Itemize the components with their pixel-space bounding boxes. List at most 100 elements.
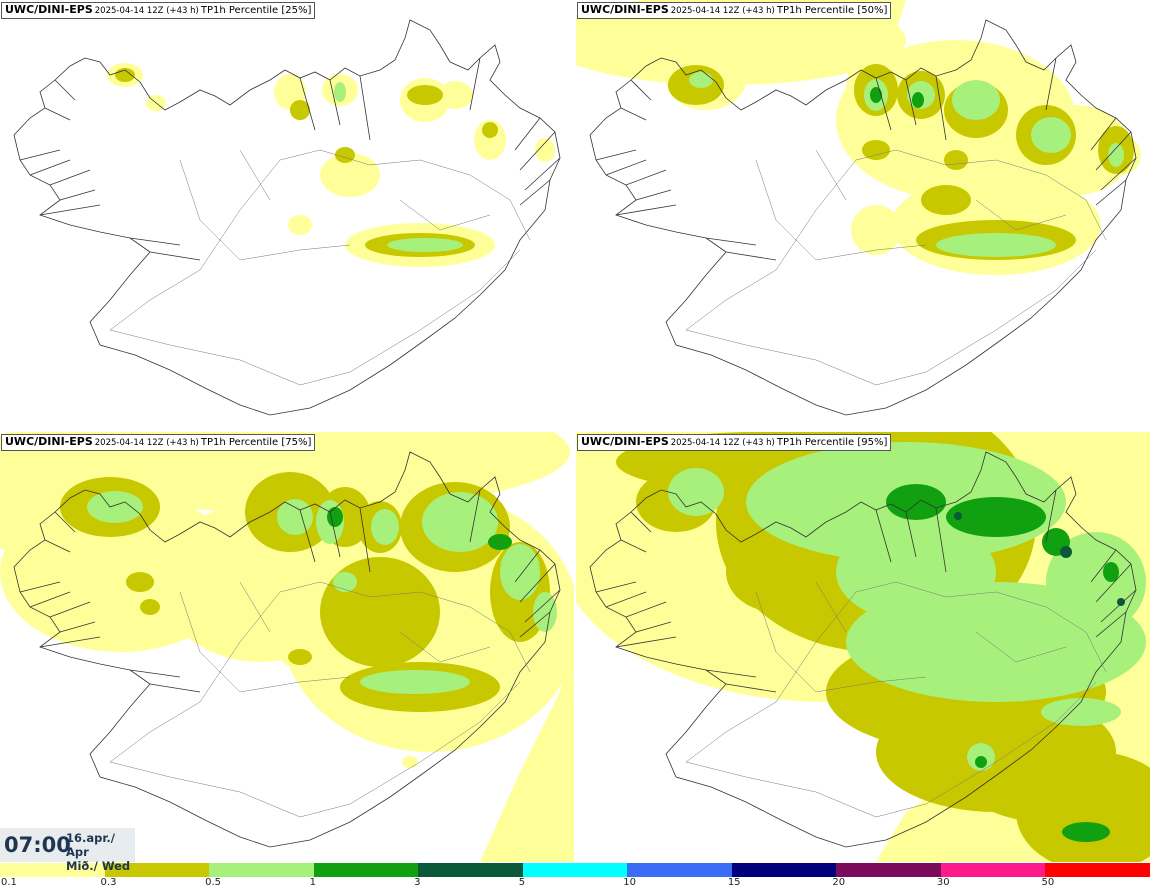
precip-contour	[277, 499, 313, 535]
precip-contour	[335, 147, 355, 163]
precip-contour	[320, 153, 380, 197]
precip-contour	[966, 742, 1126, 822]
color-scale-tick-label: 50	[1041, 877, 1055, 888]
color-scale-swatch	[0, 863, 105, 877]
color-scale-swatch	[836, 863, 941, 877]
precip-contour	[535, 138, 555, 162]
precip-area	[0, 432, 574, 862]
precipitation-map	[0, 432, 574, 862]
precip-contour	[320, 557, 440, 667]
precip-contour	[87, 491, 143, 523]
color-scale-swatch	[104, 863, 210, 877]
color-scale-tick-label: 0.5	[205, 877, 221, 888]
precip-contour	[1046, 532, 1146, 632]
precip-contour	[1031, 117, 1071, 153]
precip-contour	[488, 534, 512, 550]
map-panel-p75: UWC/DINI-EPS 2025-04-14 12Z (+43 h) TP1h P…	[0, 432, 574, 862]
color-scale-swatch	[940, 863, 1046, 877]
color-scale-tick-label: 0.3	[100, 877, 117, 888]
precip-contour	[402, 756, 418, 768]
precip-contour	[387, 238, 463, 252]
color-scale-swatch	[313, 863, 419, 877]
valid-date-line1: 16.apr./ Apr	[66, 831, 115, 859]
precip-contour	[334, 82, 346, 102]
map-panel-p25: UWC/DINI-EPS 2025-04-14 12Z (+43 h) TP1h P…	[0, 0, 574, 430]
valid-date: 16.apr./ Apr Mið./ Wed	[66, 831, 135, 873]
precip-contour	[952, 80, 1000, 120]
panel-title: UWC/DINI-EPS 2025-04-14 12Z (+43 h) TP1h P…	[1, 2, 316, 19]
precip-contour	[1041, 698, 1121, 726]
color-scale-bar	[0, 863, 1150, 877]
valid-time-box: 07:00 16.apr./ Apr Mið./ Wed	[0, 828, 135, 873]
precip-contour	[1060, 546, 1072, 558]
precip-contour	[140, 599, 160, 615]
precip-contour	[862, 140, 890, 160]
precip-contour	[333, 572, 357, 592]
precip-contour	[500, 544, 540, 600]
color-scale-tick-label: 0.1	[1, 877, 17, 888]
road-network	[685, 149, 1107, 386]
precip-contour	[1062, 822, 1110, 842]
precip-contour	[422, 492, 498, 552]
precip-contour	[975, 756, 987, 768]
coastline	[13, 19, 561, 416]
color-scale-swatch	[522, 863, 628, 877]
precip-contour	[886, 484, 946, 520]
precip-contour	[437, 81, 473, 109]
color-scale-swatch	[627, 863, 732, 877]
precip-contour	[576, 0, 906, 85]
color-scale-swatch	[418, 863, 523, 877]
road-network	[109, 581, 531, 818]
precip-contour	[482, 122, 498, 138]
precip-contour	[327, 507, 343, 527]
precip-contour	[946, 497, 1046, 537]
precip-contour	[921, 185, 971, 215]
precip-contour	[1117, 598, 1125, 606]
precip-contour	[726, 532, 826, 612]
map-panel-p95: UWC/DINI-EPS 2025-04-14 12Z (+43 h) TP1h P…	[576, 432, 1150, 862]
precip-contour	[1108, 143, 1124, 167]
precip-contour	[1103, 562, 1119, 582]
coastline	[589, 19, 1137, 416]
precip-contour	[360, 670, 470, 694]
precip-contour	[288, 215, 312, 235]
coastline	[589, 451, 1137, 848]
valid-time: 07:00	[4, 833, 71, 857]
color-scale-swatch	[1045, 863, 1150, 877]
panel-title: UWC/DINI-EPS 2025-04-14 12Z (+43 h) TP1h P…	[577, 434, 892, 451]
precip-contour	[944, 150, 968, 170]
panel-title: UWC/DINI-EPS 2025-04-14 12Z (+43 h) TP1h P…	[577, 2, 892, 19]
precip-contour	[936, 233, 1056, 257]
precip-contour	[954, 512, 962, 520]
color-scale-tick-label: 3	[414, 877, 421, 888]
road-network	[685, 581, 1107, 818]
precipitation-map	[576, 0, 1141, 416]
precipitation-map	[13, 19, 561, 416]
map-panel-p50: UWC/DINI-EPS 2025-04-14 12Z (+43 h) TP1h P…	[576, 0, 1150, 430]
color-scale-tick-label: 5	[518, 877, 526, 888]
color-scale-tick-label: 1	[309, 877, 316, 888]
precip-contour	[407, 85, 443, 105]
precip-contour	[533, 592, 557, 632]
precip-contour	[371, 509, 399, 545]
color-scale-ticks: 0.1 0.3 0.5 1 3 5 10 15 20 30 50	[0, 877, 1150, 891]
precip-contour	[126, 572, 154, 592]
panel-title: UWC/DINI-EPS 2025-04-14 12Z (+43 h) TP1h P…	[1, 434, 316, 451]
precip-contour	[689, 72, 713, 88]
color-scale-tick-label: 15	[727, 877, 741, 888]
precipitation-map	[576, 432, 1150, 862]
precip-contour	[290, 100, 310, 120]
precip-contour	[912, 92, 924, 108]
precip-contour	[870, 87, 882, 103]
precip-contour	[668, 468, 724, 516]
color-scale-swatch	[731, 863, 837, 877]
precip-contour	[160, 517, 240, 577]
color-scale-swatch	[209, 863, 314, 877]
precip-contour	[851, 205, 901, 255]
color-scale-tick-label: 20	[832, 877, 846, 888]
color-scale-tick-label: 30	[936, 877, 950, 888]
road-network	[109, 149, 531, 386]
valid-date-line2: Mið./ Wed	[66, 859, 131, 873]
precip-contour	[864, 649, 888, 665]
coastline	[13, 451, 561, 848]
